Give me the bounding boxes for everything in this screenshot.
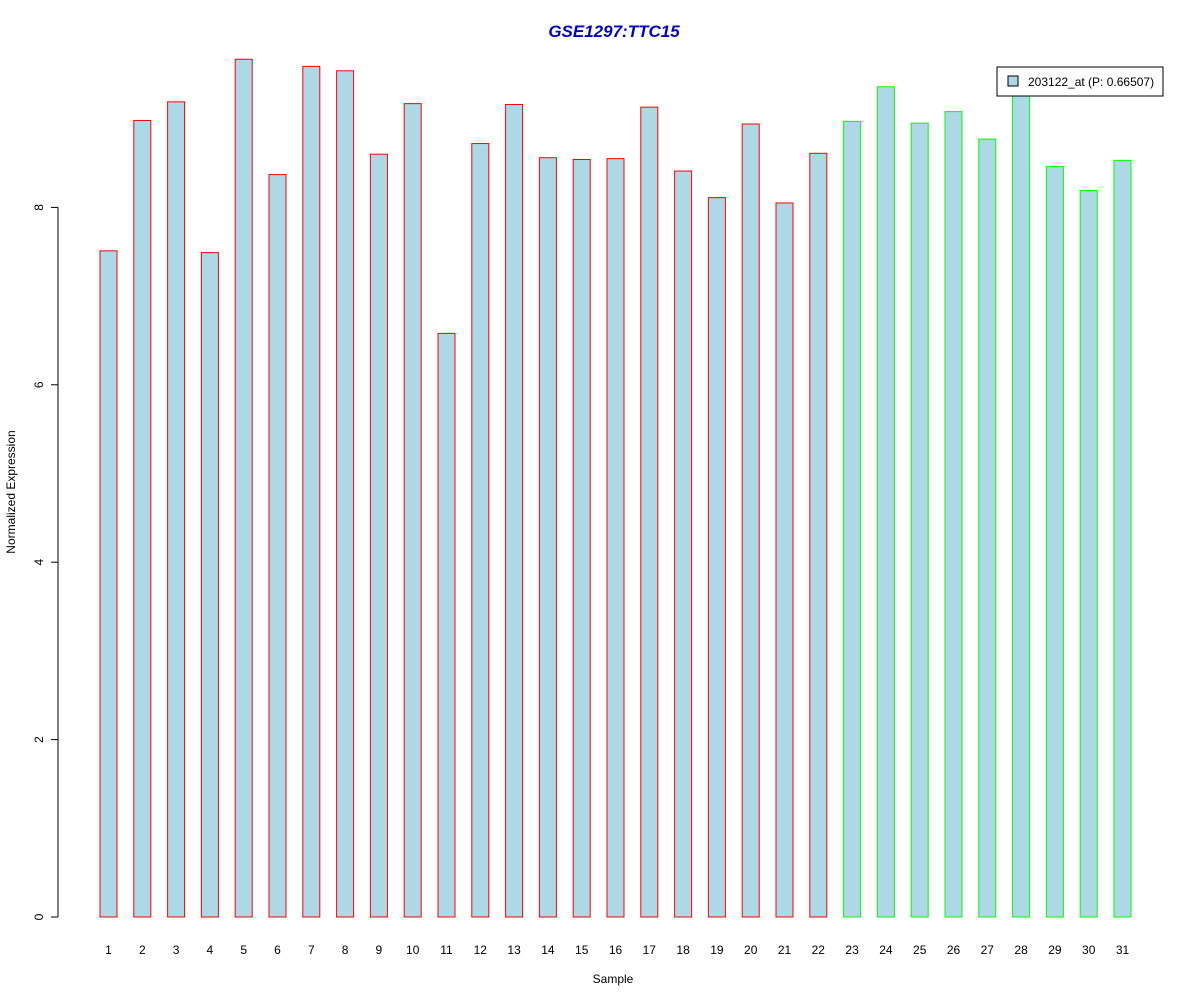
legend-swatch xyxy=(1007,75,1019,87)
x-tick-label: 15 xyxy=(575,943,589,957)
bar-sample-21 xyxy=(775,202,794,918)
bar-sample-4 xyxy=(200,252,219,918)
y-tick-label: 8 xyxy=(32,204,46,211)
bar-sample-29 xyxy=(1045,166,1064,918)
bar-sample-27 xyxy=(978,138,997,918)
bar-sample-12 xyxy=(471,143,490,918)
bar-sample-10 xyxy=(403,103,422,918)
legend-box xyxy=(996,66,1164,97)
bar-sample-15 xyxy=(572,159,591,918)
x-tick-label: 3 xyxy=(173,943,180,957)
bar-sample-17 xyxy=(640,106,659,918)
y-tick-label: 2 xyxy=(32,736,46,743)
bar-sample-20 xyxy=(741,123,760,918)
bar-sample-7 xyxy=(302,65,321,918)
x-tick-label: 17 xyxy=(643,943,657,957)
y-tick-label: 4 xyxy=(32,559,46,566)
y-axis-title: Normalized Expression xyxy=(4,430,18,553)
x-tick-label: 21 xyxy=(778,943,792,957)
bar-sample-31 xyxy=(1113,159,1132,918)
bar-sample-26 xyxy=(944,111,963,918)
x-tick-label: 7 xyxy=(308,943,315,957)
bar-sample-16 xyxy=(606,158,625,918)
bar-sample-24 xyxy=(876,86,895,918)
x-tick-label: 24 xyxy=(879,943,893,957)
bar-sample-6 xyxy=(268,174,287,918)
x-tick-label: 10 xyxy=(406,943,420,957)
x-axis-title: Sample xyxy=(593,972,634,986)
bar-sample-3 xyxy=(167,101,186,918)
x-tick-label: 6 xyxy=(274,943,281,957)
x-tick-label: 26 xyxy=(947,943,961,957)
bar-sample-28 xyxy=(1012,84,1031,918)
bar-sample-14 xyxy=(538,157,557,918)
bar-sample-18 xyxy=(674,170,693,918)
x-tick-label: 8 xyxy=(342,943,349,957)
x-tick-label: 1 xyxy=(105,943,112,957)
bar-sample-8 xyxy=(336,70,355,918)
x-tick-label: 20 xyxy=(744,943,758,957)
legend-label: 203122_at (P: 0.66507) xyxy=(1028,75,1154,89)
y-tick-label: 0 xyxy=(32,913,46,920)
x-tick-label: 25 xyxy=(913,943,927,957)
bar-sample-9 xyxy=(369,153,388,918)
x-tick-label: 16 xyxy=(609,943,623,957)
x-tick-label: 14 xyxy=(541,943,555,957)
bar-sample-22 xyxy=(809,152,828,918)
y-axis: 0 2 4 6 8 xyxy=(32,204,59,920)
bar-sample-1 xyxy=(99,250,118,918)
x-tick-label: 2 xyxy=(139,943,146,957)
bar-sample-5 xyxy=(234,58,253,918)
x-tick-label: 27 xyxy=(981,943,995,957)
x-tick-label: 30 xyxy=(1082,943,1096,957)
bar-sample-25 xyxy=(910,122,929,918)
bar-sample-19 xyxy=(707,197,726,918)
x-tick-label: 13 xyxy=(507,943,521,957)
x-tick-label: 19 xyxy=(710,943,724,957)
x-tick-label: 28 xyxy=(1014,943,1028,957)
bar-sample-30 xyxy=(1079,190,1098,918)
bar-sample-13 xyxy=(505,104,524,918)
y-tick-label: 6 xyxy=(32,381,46,388)
x-tick-label: 29 xyxy=(1048,943,1062,957)
x-tick-label: 11 xyxy=(440,943,453,957)
x-tick-label: 5 xyxy=(240,943,247,957)
bar-sample-23 xyxy=(843,120,862,918)
bar-sample-11 xyxy=(437,332,456,918)
x-tick-labels: 1 2 3 4 5 6 7 8 9 10 11 12 13 14 15 16 17 18 19 20 21 22 23 24 2… xyxy=(105,943,1129,957)
x-tick-label: 31 xyxy=(1116,943,1130,957)
x-tick-label: 12 xyxy=(474,943,488,957)
x-tick-label: 4 xyxy=(207,943,214,957)
chart-title: GSE1297:TTC15 xyxy=(548,22,680,41)
x-tick-label: 23 xyxy=(845,943,859,957)
legend: 203122_at (P: 0.66507) xyxy=(996,66,1164,97)
x-tick-label: 18 xyxy=(676,943,690,957)
x-tick-label: 9 xyxy=(376,943,383,957)
bar-sample-2 xyxy=(133,119,152,918)
x-tick-label: 22 xyxy=(812,943,826,957)
bars-group xyxy=(99,58,1132,918)
